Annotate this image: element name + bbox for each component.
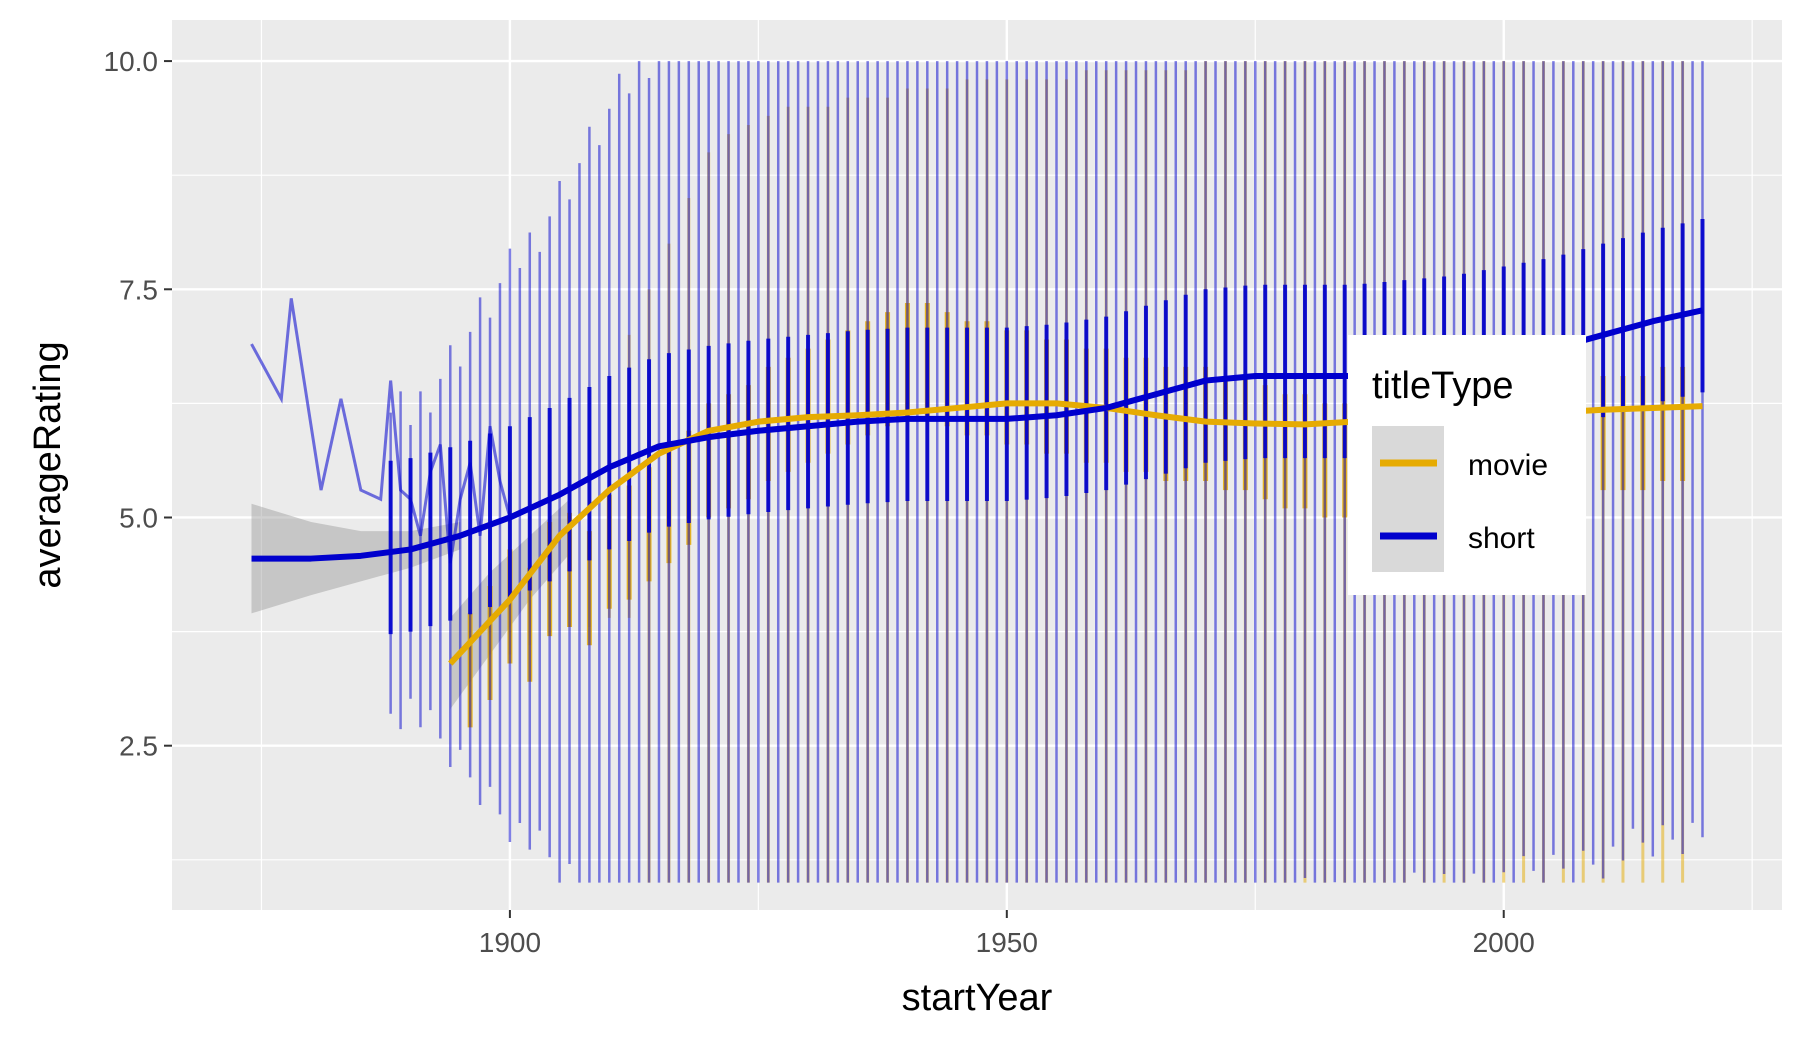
y-axis: 2.5 5.0 7.5 10.0 bbox=[104, 46, 172, 762]
legend-title: titleType bbox=[1372, 365, 1514, 407]
y-tick-label: 7.5 bbox=[119, 274, 158, 305]
y-tick-label: 10.0 bbox=[104, 46, 159, 77]
x-axis-title: startYear bbox=[902, 977, 1053, 1019]
x-axis: 1900 1950 2000 bbox=[479, 910, 1535, 958]
x-tick-label: 2000 bbox=[1473, 927, 1535, 958]
legend-label-movie: movie bbox=[1468, 449, 1548, 482]
x-tick-label: 1950 bbox=[976, 927, 1038, 958]
y-tick-label: 5.0 bbox=[119, 502, 158, 533]
y-tick-label: 2.5 bbox=[119, 731, 158, 762]
legend-label-short: short bbox=[1468, 522, 1535, 555]
legend-key-background bbox=[1372, 426, 1444, 572]
short-mean-line bbox=[250, 298, 512, 564]
x-tick-label: 1900 bbox=[479, 927, 541, 958]
short-mean-lines bbox=[250, 298, 512, 564]
legend: titleType movie short bbox=[1348, 335, 1586, 595]
short-range-bars bbox=[388, 61, 1705, 883]
y-axis-title: averageRating bbox=[27, 341, 69, 588]
